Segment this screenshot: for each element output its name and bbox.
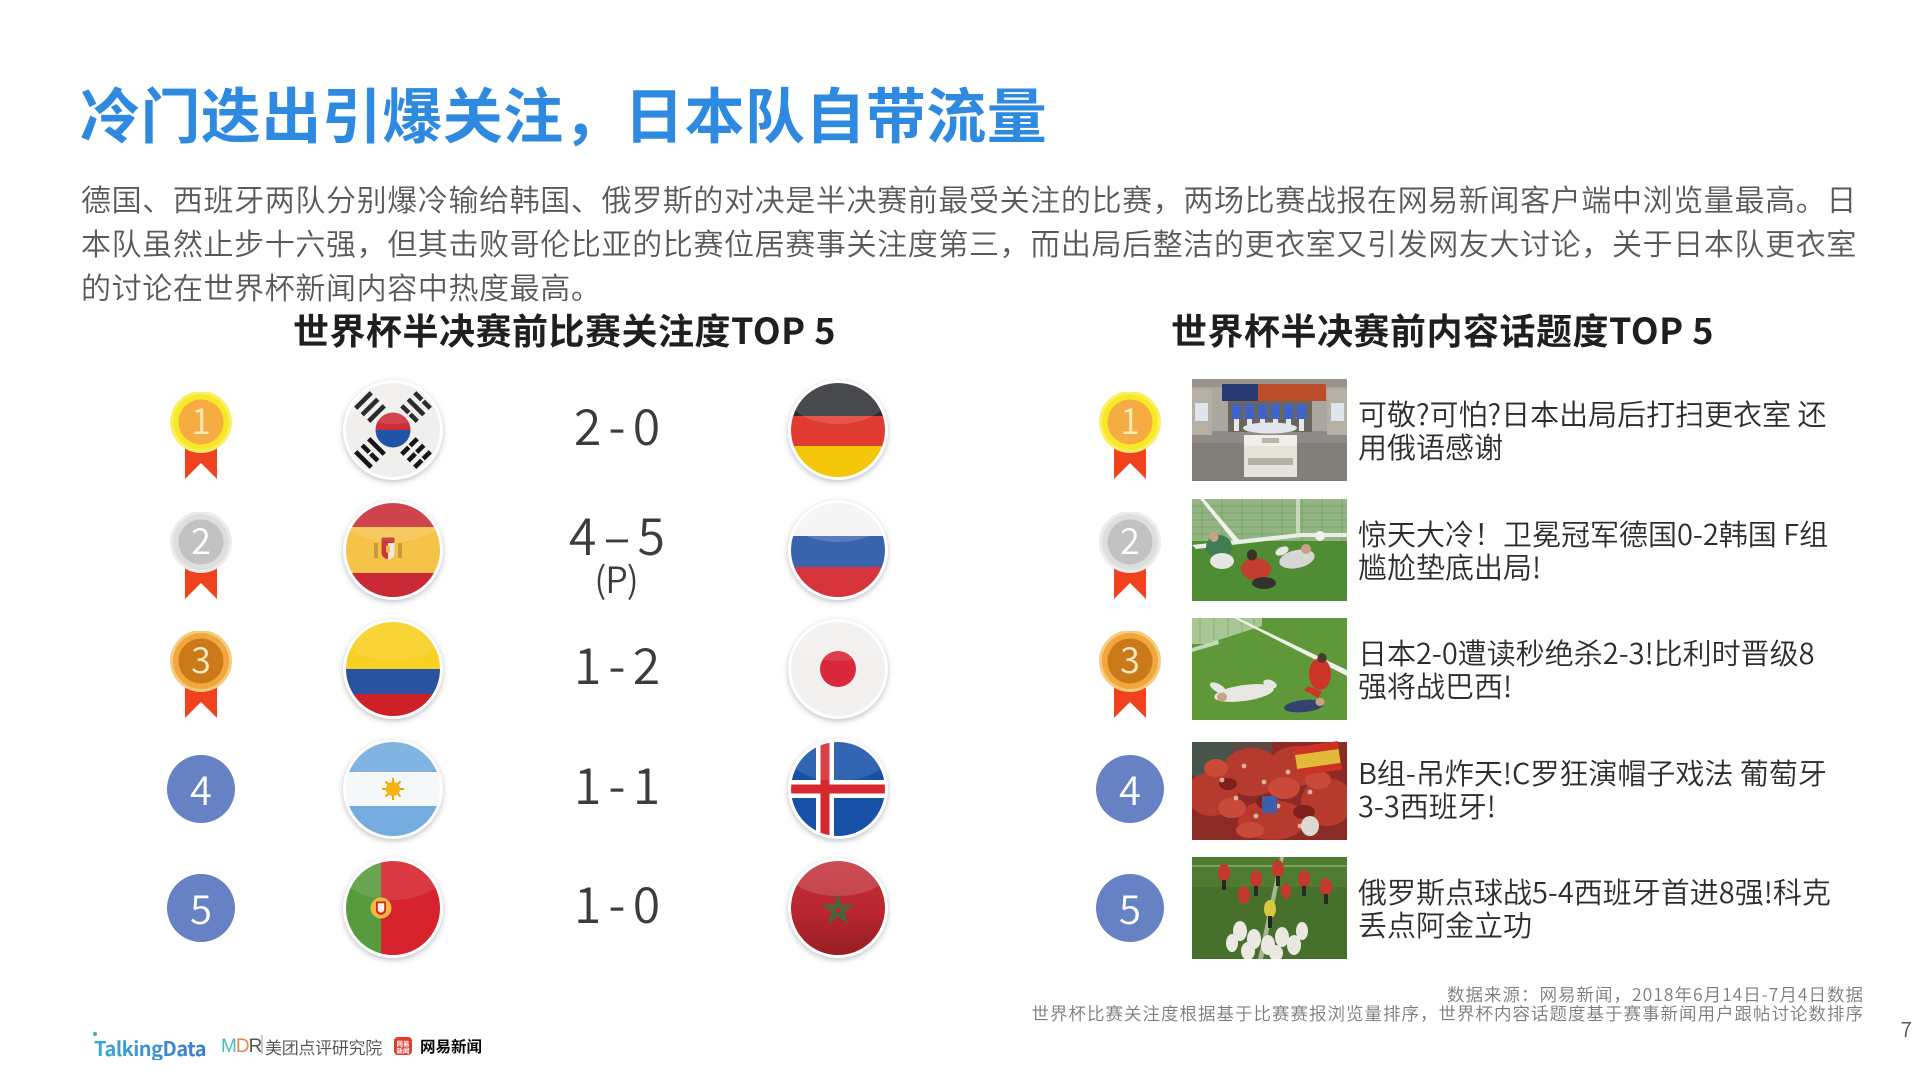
svg-text:1: 1	[1120, 393, 1140, 445]
svg-text:3: 3	[191, 632, 211, 684]
svg-text:1: 1	[191, 393, 211, 445]
svg-text:2: 2	[1120, 513, 1140, 565]
svg-text:3: 3	[1120, 632, 1140, 684]
svg-text:2: 2	[191, 513, 211, 565]
